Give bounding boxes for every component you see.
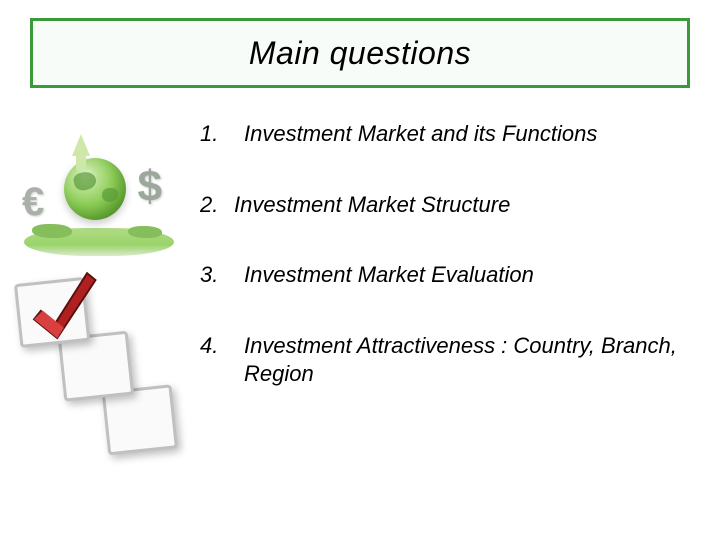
list-item: 4. Investment Attractiveness : Country, … — [200, 332, 690, 389]
globe-currency-icon: € $ — [14, 140, 184, 260]
page-title: Main questions — [249, 35, 471, 72]
questions-list: 1. Investment Market and its Functions 2… — [200, 120, 690, 431]
list-item: 2. Investment Market Structure — [200, 191, 690, 220]
item-number: 1. — [200, 120, 244, 149]
item-number: 4. — [200, 332, 244, 361]
checkmark-icon — [12, 261, 118, 367]
checklist-icon — [8, 268, 188, 484]
arrow-up-icon — [72, 134, 90, 156]
item-number: 3. — [200, 261, 244, 290]
item-number: 2. — [200, 191, 234, 220]
title-container: Main questions — [30, 18, 690, 88]
list-item: 3. Investment Market Evaluation — [200, 261, 690, 290]
decorative-images: € $ — [14, 140, 194, 476]
item-text: Investment Market and its Functions — [244, 120, 690, 149]
dollar-icon: $ — [138, 162, 162, 212]
item-text: Investment Market Evaluation — [244, 261, 690, 290]
item-text: Investment Market Structure — [234, 191, 690, 220]
item-text: Investment Attractiveness : Country, Bra… — [244, 332, 690, 389]
list-item: 1. Investment Market and its Functions — [200, 120, 690, 149]
euro-icon: € — [22, 180, 44, 225]
checkbox-icon — [14, 277, 90, 348]
